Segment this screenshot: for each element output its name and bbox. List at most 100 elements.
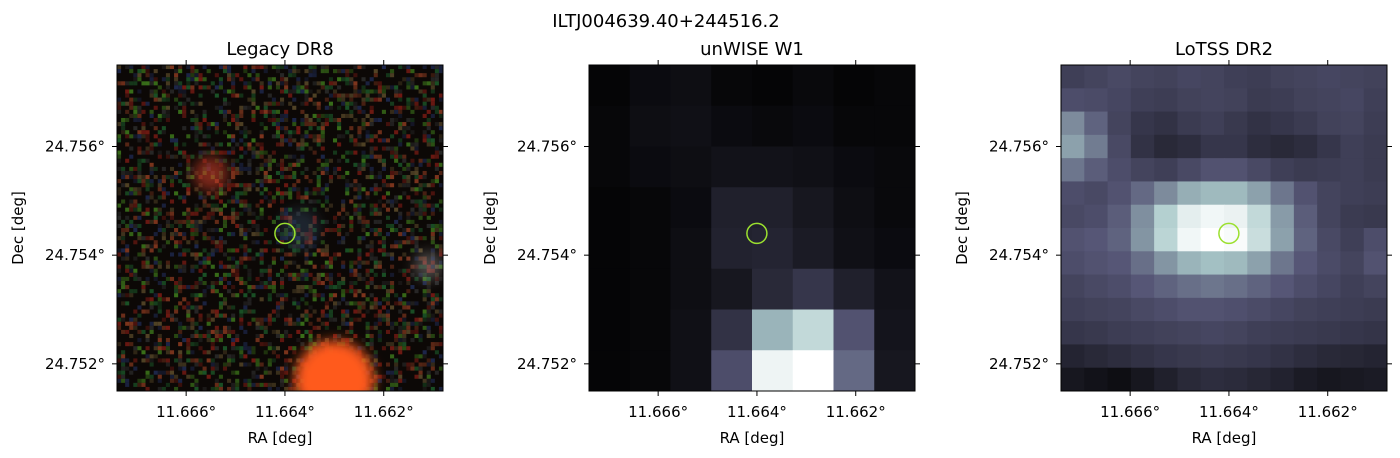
image-pixel [292,130,297,135]
image-pixel [137,175,142,180]
image-pixel [121,170,126,176]
image-pixel [231,305,236,310]
image-pixel [292,65,297,70]
image-pixel [377,89,382,94]
image-pixel [133,134,138,139]
image-pixel [357,170,362,176]
image-pixel [414,317,419,322]
image-pixel [194,134,199,139]
image-pixel [1317,297,1342,322]
image-pixel [267,264,272,269]
image-pixel [711,309,753,351]
image-pixel [422,382,427,387]
image-pixel [186,325,191,330]
image-pixel [137,130,142,135]
image-pixel [308,333,313,339]
panel-lotss-dr2: LoTSS DR2 11.666° 11.664° 11.662°24.756°24… [953,39,1392,447]
image-pixel [125,228,130,233]
image-pixel [324,248,329,253]
image-pixel [300,342,305,347]
image-pixel [145,138,150,143]
image-pixel [304,142,309,147]
image-pixel [121,130,126,135]
image-pixel [1177,228,1202,252]
image-pixel [434,370,439,375]
x-tick-label: 11.662° [354,403,414,421]
image-pixel [438,309,443,314]
image-pixel [178,89,183,94]
image-pixel [304,317,309,322]
image-pixel [194,264,199,269]
image-pixel [129,342,134,347]
image-pixel [292,366,297,371]
image-pixel [174,77,179,82]
image-pixel [190,154,195,159]
image-pixel [438,228,443,233]
image-pixel [422,199,427,204]
image-pixel [182,260,187,265]
image-pixel [426,122,431,127]
image-pixel [308,329,313,334]
image-pixel [1061,367,1085,391]
image-pixel [337,142,342,147]
image-pixel [398,215,403,220]
image-pixel [271,117,276,123]
image-pixel [235,215,240,220]
image-pixel [304,301,309,306]
image-pixel [251,309,256,314]
image-pixel [316,293,321,298]
image-pixel [133,191,138,196]
image-pixel [280,268,285,273]
image-pixel [198,325,203,330]
image-pixel [1247,158,1272,183]
image-pixel [296,146,301,151]
image-pixel [153,219,158,224]
image-pixel [117,276,122,281]
image-pixel [145,309,150,314]
image-pixel [394,378,399,383]
image-pixel [129,199,134,204]
image-pixel [231,170,236,176]
image-pixel [239,183,244,188]
image-pixel [414,191,419,196]
image-pixel [377,321,382,326]
image-pixel [434,309,439,314]
image-pixel [353,309,358,314]
image-pixel [194,382,199,387]
image-pixel [206,203,211,208]
image-pixel [182,264,187,269]
ticks: 11.666° 11.664° 11.662°24.756°24.754°24.75… [45,60,448,421]
image-pixel [422,81,427,86]
image-pixel [182,183,187,188]
image-pixel [190,219,195,224]
image-pixel [271,158,276,163]
image-pixel [231,211,236,216]
image-pixel [288,142,293,147]
image-pixel [174,333,179,339]
image-pixel [186,211,191,216]
image-pixel [255,73,260,78]
image-pixel [422,236,427,241]
image-pixel [117,69,122,74]
image-pixel [410,272,415,277]
image-pixel [259,342,264,347]
image-pixel [280,285,285,290]
image-pixel [280,142,285,147]
image-pixel [320,297,325,302]
image-pixel [300,109,305,114]
image-pixel [1363,181,1387,206]
image-pixel [174,228,179,233]
image-pixel [402,130,407,135]
image-pixel [385,362,391,367]
image-pixel [357,105,362,110]
image-pixel [422,297,427,302]
image-pixel [381,85,386,90]
image-pixel [410,285,415,290]
image-pixel [398,268,403,273]
image-pixel [259,232,264,237]
image-pixel [235,195,240,200]
image-pixel [434,350,439,355]
image-pixel [210,215,215,220]
image-pixel [243,166,248,171]
image-pixel [312,325,317,330]
